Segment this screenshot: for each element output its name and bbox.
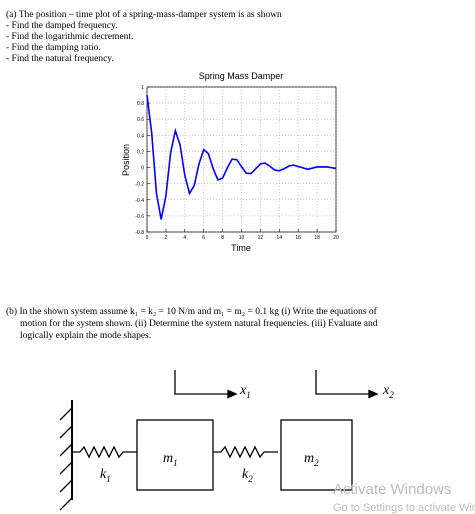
x-tick-label: 20 (333, 235, 339, 241)
x-axis-label: Time (231, 243, 251, 253)
label-sub: 1 (173, 458, 178, 468)
x2-label: x2 (382, 383, 394, 400)
k1-label: k1 (100, 467, 111, 484)
x-tick-label: 2 (165, 235, 168, 241)
x-tick-label: 4 (183, 235, 186, 241)
label-base: x (382, 383, 390, 398)
label-sub: 1 (106, 474, 111, 484)
label-sub: 2 (314, 458, 319, 468)
y-tick-label: 1 (141, 85, 144, 91)
part-a-item: - Find the damped frequency. (6, 21, 118, 31)
label-sub: 1 (246, 390, 251, 400)
mechanical-diagram (59, 370, 379, 511)
part-a-item: - Find the logarithmic decrement. (6, 32, 134, 42)
m1-label: m1 (163, 451, 178, 468)
label-base: k (242, 467, 249, 482)
y-tick-label: -0.8 (135, 230, 144, 236)
part-b-line: (b) In the shown system assume k₁ = k₂ =… (6, 307, 377, 317)
y-tick-label: -0.2 (135, 182, 144, 188)
label-base: k (100, 467, 107, 482)
watermark-title: Activate Windows (333, 481, 451, 498)
y-tick-label: 0.6 (137, 117, 144, 123)
part-a-item: - Find the damping ratio. (6, 43, 101, 53)
displacement-arrows (174, 370, 371, 395)
x-tick-label: 18 (314, 235, 320, 241)
y-axis-label: Position (121, 144, 131, 176)
x-tick-label: 6 (202, 235, 205, 241)
k2-label: k2 (242, 467, 253, 484)
part-a-intro: (a) The position – time plot of a spring… (6, 10, 282, 20)
label-base: x (239, 383, 247, 398)
chart-title: Spring Mass Damper (199, 71, 284, 81)
x-tick-label: 12 (258, 235, 264, 241)
label-sub: 2 (389, 390, 394, 400)
part-b-line: logically explain the mode shapes. (20, 331, 152, 341)
x-tick-label: 14 (277, 235, 283, 241)
part-a-item: - Find the natural frequency. (6, 54, 114, 64)
y-tick-label: 0.8 (137, 101, 144, 107)
y-tick-label: -0.6 (135, 214, 144, 220)
y-tick-label: -0.4 (135, 198, 144, 204)
mass-m2 (280, 419, 353, 491)
x-tick-label: 16 (295, 235, 301, 241)
label-sub: 2 (248, 474, 253, 484)
data-line (146, 94, 337, 220)
y-tick-label: 0.4 (137, 133, 144, 139)
x-tick-label: 0 (146, 235, 149, 241)
wall-hatch (59, 407, 73, 511)
x-tick-label: 10 (239, 235, 245, 241)
label-base: m (304, 451, 314, 466)
m2-label: m2 (304, 451, 319, 468)
mass-m1 (136, 419, 214, 491)
arrow-heads (227, 389, 379, 399)
spring-k2 (213, 445, 278, 459)
label-base: m (163, 451, 173, 466)
spring-k1 (72, 445, 137, 459)
x1-label: x1 (239, 383, 251, 400)
watermark-subtitle: Go to Settings to activate Windows. (333, 502, 475, 514)
x-tick-label: 8 (221, 235, 224, 241)
part-b-line: motion for the system shown. (ii) Determ… (20, 319, 378, 329)
y-tick-label: 0.2 (137, 149, 144, 155)
y-tick-label: 0 (141, 166, 144, 172)
